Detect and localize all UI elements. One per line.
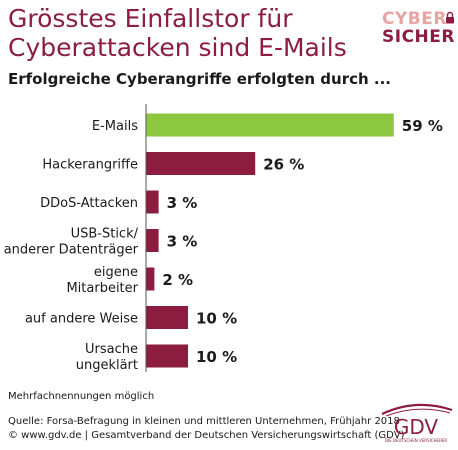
category-label: auf andere Weise (25, 312, 138, 327)
bar (146, 190, 159, 214)
value-label: 3 % (167, 194, 198, 212)
category-label: Hackerangriffe (42, 158, 138, 173)
title-line-1: Grösstes Einfallstor für (8, 4, 293, 33)
gdv-name: GDV (394, 415, 439, 439)
chart-title: Grösstes Einfallstor für Cyberattacken s… (8, 4, 368, 62)
gdv-tagline: DIE DEUTSCHEN VERSICHERER (385, 438, 448, 443)
gdv-logo: GDV DIE DEUTSCHEN VERSICHERER (376, 400, 456, 446)
bar (146, 306, 188, 329)
logo-line-1: CYBER (382, 9, 447, 29)
value-label: 2 % (162, 271, 193, 289)
category-label: ungeklärt (76, 358, 138, 373)
gdv-swoosh-icon: GDV DIE DEUTSCHEN VERSICHERER (381, 403, 453, 443)
source-text: Quelle: Forsa-Befragung in kleinen und m… (8, 415, 404, 443)
value-label: 59 % (402, 117, 443, 135)
bar (146, 152, 256, 175)
source-line-1: Quelle: Forsa-Befragung in kleinen und m… (8, 416, 400, 427)
logo-line-2: SICHER (382, 27, 455, 47)
category-label: E-Mails (92, 119, 138, 134)
category-label: USB-Stick/ (71, 227, 139, 242)
lock-icon (446, 11, 454, 24)
value-label: 10 % (196, 348, 237, 366)
value-label: 10 % (196, 310, 237, 328)
value-label: 3 % (167, 233, 198, 251)
bar (146, 267, 155, 291)
category-label: eigene (94, 265, 138, 280)
cyber-sicher-logo: CYBER SICHER (382, 8, 454, 48)
value-label: 26 % (263, 156, 304, 174)
bar (146, 229, 159, 252)
source-line-2: © www.gdv.de | Gesamtverband der Deutsch… (8, 430, 405, 441)
category-label: DDoS-Attacken (40, 196, 138, 211)
footnote: Mehrfachnennungen möglich (8, 391, 155, 402)
chart-subtitle: Erfolgreiche Cyberangriffe erfolgten dur… (8, 70, 391, 88)
bar-chart: 59 % E-Mails 26 % Hackerangriffe 3 % DDoS-Att… (4, 104, 443, 373)
bar (146, 113, 394, 137)
title-line-2: Cyberattacken sind E-Mails (8, 33, 347, 62)
bar (146, 344, 188, 368)
category-label: anderer Datenträger (4, 243, 139, 258)
category-label: Ursache (85, 342, 138, 357)
category-label: Mitarbeiter (66, 281, 138, 296)
